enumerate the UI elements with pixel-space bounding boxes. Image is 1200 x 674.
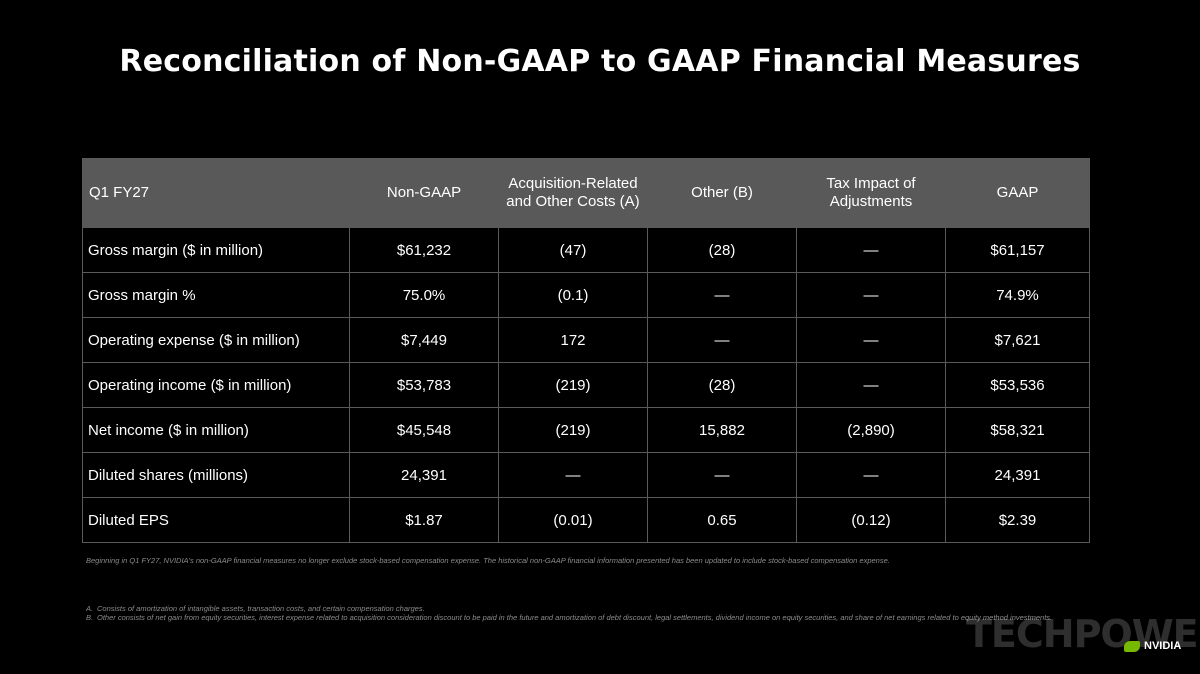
cell-non-gaap: $45,548 <box>349 407 499 453</box>
row-label: Net income ($ in million) <box>82 407 350 453</box>
reconciliation-table: Q1 FY27 Non-GAAP Acquisition-Related and… <box>82 158 1090 543</box>
cell-tax-impact: (0.12) <box>796 497 946 543</box>
cell-gaap: $7,621 <box>945 317 1090 363</box>
column-header-gaap: GAAP <box>945 158 1090 228</box>
table-row: Net income ($ in million) $45,548 (219) … <box>82 407 1090 453</box>
footnote-text: Other consists of net gain from equity s… <box>97 613 1053 622</box>
cell-gaap: $58,321 <box>945 407 1090 453</box>
cell-non-gaap: 24,391 <box>349 452 499 498</box>
table-row: Diluted shares (millions) 24,391 — — — 2… <box>82 452 1090 498</box>
table-row: Operating income ($ in million) $53,783 … <box>82 362 1090 408</box>
table-row: Operating expense ($ in million) $7,449 … <box>82 317 1090 363</box>
column-header-acquisition-costs: Acquisition-Related and Other Costs (A) <box>498 158 648 228</box>
row-label: Gross margin ($ in million) <box>82 227 350 273</box>
row-label: Operating income ($ in million) <box>82 362 350 408</box>
column-header-tax-impact: Tax Impact of Adjustments <box>796 158 946 228</box>
footnote-label: B. <box>86 613 94 622</box>
cell-gaap: 74.9% <box>945 272 1090 318</box>
cell-non-gaap: $61,232 <box>349 227 499 273</box>
cell-tax-impact: — <box>796 362 946 408</box>
cell-gaap: $2.39 <box>945 497 1090 543</box>
cell-other: (28) <box>647 362 797 408</box>
column-header-period: Q1 FY27 <box>82 158 350 228</box>
cell-acquisition-costs: 172 <box>498 317 648 363</box>
footnotes: A. Consists of amortization of intangibl… <box>86 604 1096 622</box>
cell-tax-impact: — <box>796 227 946 273</box>
cell-tax-impact: — <box>796 272 946 318</box>
methodology-note: Beginning in Q1 FY27, NVIDIA's non-GAAP … <box>86 556 890 565</box>
cell-other: 15,882 <box>647 407 797 453</box>
nvidia-eye-icon <box>1124 640 1140 652</box>
column-header-non-gaap: Non-GAAP <box>349 158 499 228</box>
cell-other: — <box>647 317 797 363</box>
footnote-label: A. <box>86 604 94 613</box>
cell-acquisition-costs: (47) <box>498 227 648 273</box>
cell-acquisition-costs: — <box>498 452 648 498</box>
table-row: Gross margin ($ in million) $61,232 (47)… <box>82 227 1090 273</box>
cell-acquisition-costs: (219) <box>498 407 648 453</box>
logo-text: NVIDIA <box>1144 640 1182 652</box>
cell-tax-impact: — <box>796 452 946 498</box>
cell-tax-impact: (2,890) <box>796 407 946 453</box>
cell-non-gaap: $1.87 <box>349 497 499 543</box>
cell-other: — <box>647 272 797 318</box>
row-label: Operating expense ($ in million) <box>82 317 350 363</box>
nvidia-logo: NVIDIA <box>1124 640 1181 652</box>
cell-gaap: 24,391 <box>945 452 1090 498</box>
column-header-other: Other (B) <box>647 158 797 228</box>
table-row: Diluted EPS $1.87 (0.01) 0.65 (0.12) $2.… <box>82 497 1090 543</box>
row-label: Gross margin % <box>82 272 350 318</box>
table-row: Gross margin % 75.0% (0.1) — — 74.9% <box>82 272 1090 318</box>
row-label: Diluted shares (millions) <box>82 452 350 498</box>
cell-other: 0.65 <box>647 497 797 543</box>
footnote-text: Consists of amortization of intangible a… <box>97 604 425 613</box>
cell-acquisition-costs: (0.01) <box>498 497 648 543</box>
cell-non-gaap: $53,783 <box>349 362 499 408</box>
watermark: TECHPOWERUP <box>966 612 1200 656</box>
row-label: Diluted EPS <box>82 497 350 543</box>
cell-other: — <box>647 452 797 498</box>
page-title: Reconciliation of Non-GAAP to GAAP Finan… <box>119 44 1081 79</box>
footnote-b: B. Other consists of net gain from equit… <box>86 613 1096 622</box>
cell-non-gaap: $7,449 <box>349 317 499 363</box>
cell-other: (28) <box>647 227 797 273</box>
cell-non-gaap: 75.0% <box>349 272 499 318</box>
footnote-a: A. Consists of amortization of intangibl… <box>86 604 1096 613</box>
cell-tax-impact: — <box>796 317 946 363</box>
cell-acquisition-costs: (219) <box>498 362 648 408</box>
cell-acquisition-costs: (0.1) <box>498 272 648 318</box>
table-header-row: Q1 FY27 Non-GAAP Acquisition-Related and… <box>82 158 1090 228</box>
cell-gaap: $61,157 <box>945 227 1090 273</box>
cell-gaap: $53,536 <box>945 362 1090 408</box>
